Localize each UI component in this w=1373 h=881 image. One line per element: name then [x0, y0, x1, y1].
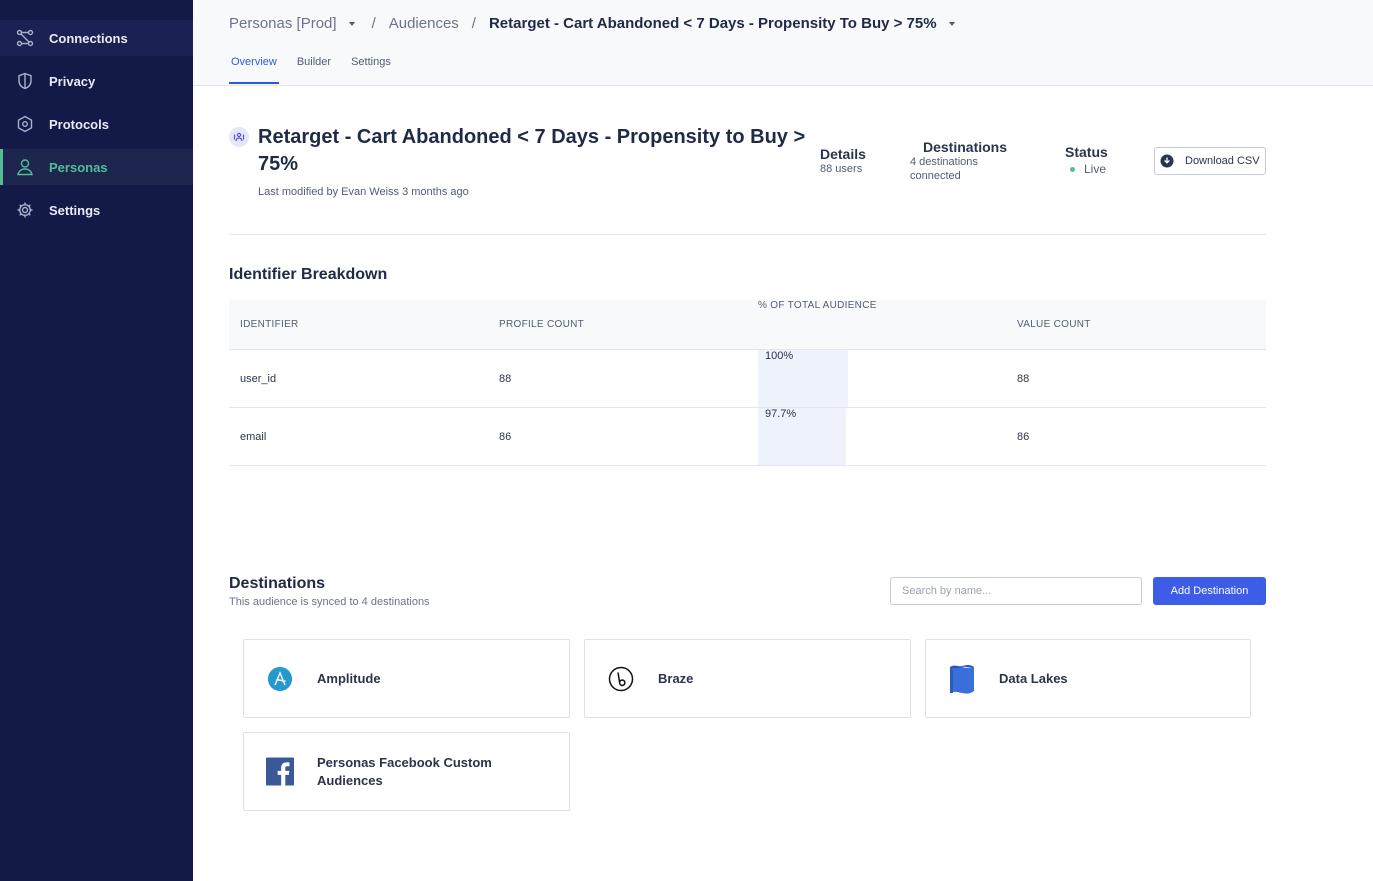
destinations-subtitle: This audience is synced to 4 destination… [229, 596, 430, 608]
download-csv-label: Download CSV [1185, 155, 1260, 167]
breadcrumb: Personas [Prod] / Audiences / Retarget -… [229, 15, 959, 32]
sidebar-item-label: Settings [49, 202, 101, 218]
tab-builder[interactable]: Builder [296, 56, 332, 68]
breadcrumb-current-audience[interactable]: Retarget - Cart Abandoned < 7 Days - Pro… [488, 15, 937, 32]
sidebar-item-personas[interactable]: Personas [0, 149, 193, 185]
facebook-logo-icon [266, 756, 294, 788]
page-header: Personas [Prod] / Audiences / Retarget -… [193, 0, 1373, 86]
table-row: email 86 97.7% 86 [229, 408, 1266, 466]
section-divider [229, 234, 1266, 235]
status-stat: Status Live [1065, 144, 1108, 176]
gear-icon [15, 201, 34, 220]
column-header[interactable]: % OF TOTAL AUDIENCE [758, 300, 877, 349]
percent-cell: 100% [758, 350, 848, 407]
destinations-stat: Destinations 4 destinations connected [910, 139, 1030, 183]
details-value: 88 users [820, 163, 863, 175]
audience-icon [229, 127, 249, 147]
table-header: IDENTIFIER PROFILE COUNT % OF TOTAL AUDI… [229, 300, 1266, 350]
identifier-table: IDENTIFIER PROFILE COUNT % OF TOTAL AUDI… [229, 300, 1266, 466]
add-destination-button[interactable]: Add Destination [1153, 577, 1266, 605]
status-dot-icon [1070, 166, 1075, 172]
last-modified: Last modified by Evan Weiss 3 months ago [258, 186, 469, 198]
sidebar-item-label: Personas [49, 159, 108, 175]
column-header[interactable]: IDENTIFIER [240, 319, 299, 330]
details-stat: Details 88 users [820, 146, 866, 176]
percent-bar [758, 408, 846, 465]
value-count-cell: 86 [1017, 430, 1030, 443]
breadcrumb-separator: / [371, 15, 376, 32]
sidebar-item-connections[interactable]: Connections [0, 20, 193, 56]
destination-card-braze[interactable]: Braze [584, 639, 911, 718]
percent-cell: 97.7% [758, 408, 846, 465]
sidebar-item-label: Protocols [49, 116, 109, 132]
chevron-down-icon[interactable] [348, 21, 355, 26]
destination-name: Personas Facebook Custom Audiences [317, 754, 492, 788]
percent-value: 100% [765, 350, 794, 362]
value-count-cell: 88 [1017, 372, 1030, 385]
column-header[interactable]: VALUE COUNT [1017, 319, 1091, 330]
sidebar-item-settings[interactable]: Settings [0, 192, 193, 228]
person-icon [15, 158, 34, 177]
destination-name: Data Lakes [999, 670, 1068, 686]
status-badge: Live [1070, 162, 1108, 176]
profile-count-cell: 86 [499, 430, 512, 443]
destination-name: Amplitude [317, 670, 381, 686]
column-header-label: % OF TOTAL AUDIENCE [758, 300, 877, 311]
destination-card-facebook[interactable]: Personas Facebook Custom Audiences [243, 732, 570, 811]
sidebar-item-privacy[interactable]: Privacy [0, 63, 193, 99]
destination-card-amplitude[interactable]: Amplitude [243, 639, 570, 718]
shield-icon [15, 72, 34, 91]
chevron-down-icon[interactable] [948, 21, 955, 26]
tab-overview[interactable]: Overview [229, 49, 279, 84]
column-header[interactable]: PROFILE COUNT [499, 319, 585, 330]
profile-count-cell: 88 [499, 372, 512, 385]
protocols-icon [15, 115, 34, 134]
breadcrumb-audiences[interactable]: Audiences [388, 15, 459, 32]
download-csv-button[interactable]: Download CSV [1154, 147, 1266, 175]
destination-card-data-lakes[interactable]: Data Lakes [925, 639, 1251, 718]
identifier-breakdown-title: Identifier Breakdown [229, 266, 388, 283]
breadcrumb-separator: / [471, 15, 476, 32]
tab-bar: Overview Builder Settings [229, 49, 409, 84]
status-label: Status [1065, 144, 1108, 160]
search-input[interactable] [890, 577, 1142, 605]
destinations-value: 4 destinations connected [910, 156, 978, 182]
amplitude-logo-icon [266, 663, 294, 695]
sidebar-item-protocols[interactable]: Protocols [0, 106, 193, 142]
braze-logo-icon [607, 663, 635, 695]
breadcrumb-workspace[interactable]: Personas [Prod] [229, 15, 337, 32]
sidebar-item-label: Connections [49, 30, 128, 46]
destinations-title: Destinations [229, 575, 326, 592]
data-lakes-logo-icon [948, 663, 976, 695]
sidebar: Connections Privacy Protocols Personas S… [0, 0, 193, 881]
percent-bar [758, 350, 848, 407]
destinations-label: Destinations [923, 139, 1008, 155]
destination-name: Braze [658, 670, 694, 686]
connections-icon [15, 29, 34, 48]
page-title: Retarget - Cart Abandoned < 7 Days - Pro… [258, 126, 806, 175]
identifier-cell: email [240, 430, 267, 443]
tab-settings[interactable]: Settings [351, 56, 391, 68]
percent-value: 97.7% [765, 408, 797, 420]
download-icon [1160, 154, 1174, 168]
sidebar-item-label: Privacy [49, 73, 96, 89]
status-value: Live [1084, 162, 1107, 176]
details-label: Details [820, 146, 866, 162]
identifier-cell: user_id [240, 372, 277, 385]
table-row: user_id 88 100% 88 [229, 350, 1266, 408]
